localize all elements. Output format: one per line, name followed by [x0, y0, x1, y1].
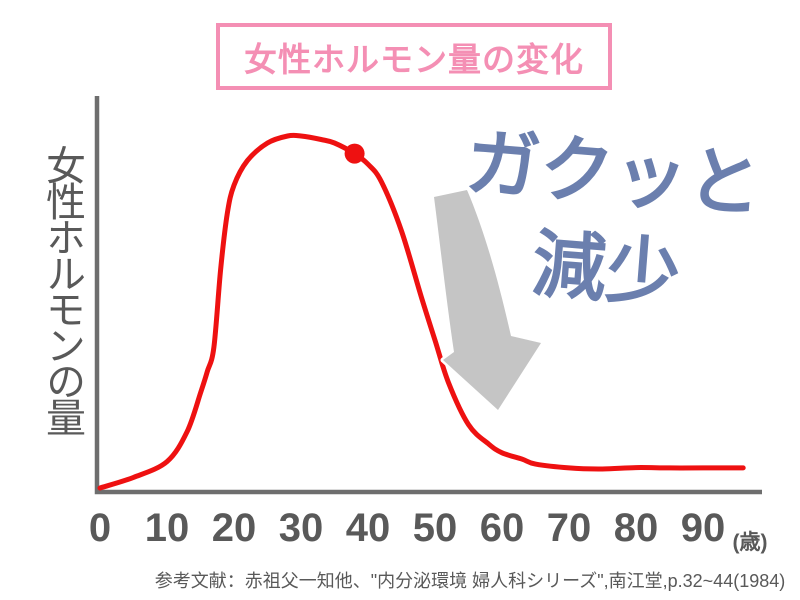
y-axis-label: 女性ホルモンの量	[40, 145, 84, 433]
decline-arrow-icon	[431, 187, 544, 413]
x-tick-label: 80	[613, 506, 659, 550]
x-tick-label: 0	[88, 506, 112, 550]
chart-title: 女性ホルモン量の変化	[244, 40, 584, 78]
axes-line	[94, 96, 762, 495]
x-tick-label: 10	[144, 506, 190, 550]
x-tick-label: 40	[345, 506, 391, 550]
x-tick-label: 30	[278, 506, 324, 550]
x-tick-label: 90	[680, 506, 726, 550]
decrease-annotation: ガクッと 減少	[431, 113, 789, 331]
curve-marker-dot	[344, 143, 365, 164]
chart-title-box: 女性ホルモン量の変化	[216, 23, 612, 90]
x-tick-label: 60	[479, 506, 525, 550]
x-axis-unit: (歳)	[732, 531, 768, 554]
x-tick-label: 70	[546, 506, 592, 550]
x-tick-label: 20	[211, 506, 257, 550]
citation: 参考文献：赤祖父一知他、"内分泌環境 婦人科シリーズ",南江堂,p.32~44(…	[154, 571, 786, 591]
x-tick-label: 50	[412, 506, 458, 550]
